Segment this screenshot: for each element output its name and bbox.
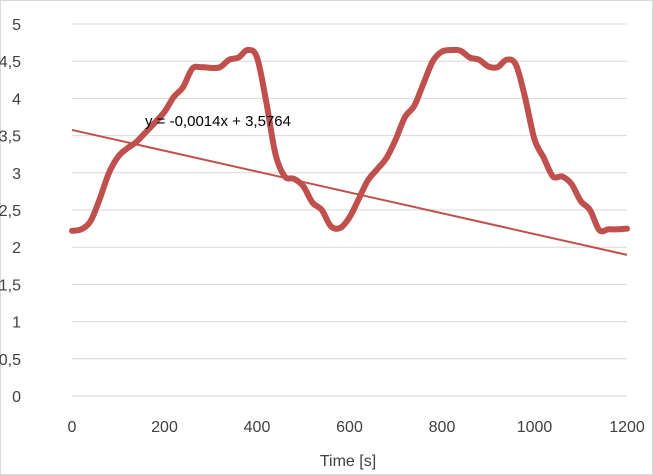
y-tick-label: 4,5 (0, 54, 21, 71)
y-tick-labels: 0 0,5 1 1,5 2 2,5 3 3,5 4 4,5 5 (0, 17, 21, 406)
x-tick-label: 1200 (609, 419, 645, 436)
y-tick-label: 4 (12, 91, 21, 108)
trendline (71, 128, 628, 256)
y-tick-label: 3 (12, 166, 21, 183)
x-tick-label: 200 (151, 419, 178, 436)
y-tick-label: 3,5 (0, 129, 21, 146)
y-tick-label: 1,5 (0, 277, 21, 294)
y-tick-label: 0 (12, 389, 21, 406)
y-tick-label: 1 (12, 315, 21, 332)
series-group (69, 46, 630, 235)
x-axis-title: Time [s] (320, 453, 376, 470)
y-tick-label: 2 (12, 240, 21, 257)
y-tick-label: 5 (12, 17, 21, 34)
gridlines (72, 23, 627, 397)
x-tick-label: 600 (336, 419, 363, 436)
trendline-equation-label: y = -0,0014x + 3,5764 (145, 113, 291, 130)
x-tick-label: 0 (68, 419, 77, 436)
x-tick-label: 1000 (517, 419, 553, 436)
y-tick-label: 2,5 (0, 203, 21, 220)
x-tick-label: 800 (429, 419, 456, 436)
y-tick-label: 0,5 (0, 352, 21, 369)
x-tick-labels: 0 200 400 600 800 1000 1200 (68, 419, 645, 436)
x-tick-label: 400 (244, 419, 271, 436)
trendline-group (71, 128, 628, 256)
